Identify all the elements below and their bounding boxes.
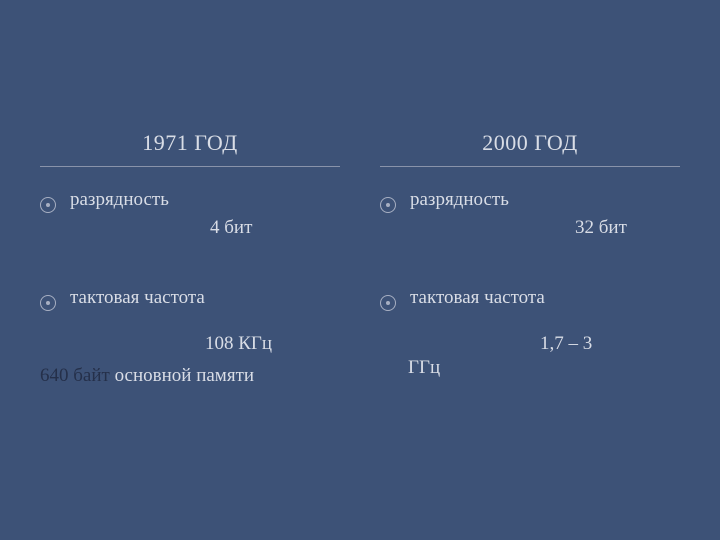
bullet-icon [380,295,396,311]
memory-bold: 640 байт [40,365,110,386]
value-clock-left: 108 КГц [40,333,340,355]
value-bitness-right: 32 бит [380,217,680,239]
memory-rest: основной памяти [110,365,254,386]
bullet-bitness-left: разрядность [40,189,340,211]
memory-line: 640 байт основной памяти [40,365,340,387]
bullet-bitness-right-label: разрядность [410,189,509,211]
spacer [40,315,340,333]
bullet-clock-left-label: тактовая частота [70,287,205,309]
value-clock-right-a: 1,7 – 3 [380,333,680,355]
bullet-bitness-right: разрядность [380,189,680,211]
bullet-clock-right-label: тактовая частота [410,287,545,309]
column-left: 1971 ГОД разрядность 4 бит тактовая част… [0,0,360,540]
slide: 1971 ГОД разрядность 4 бит тактовая част… [0,0,720,540]
bullet-clock-left: тактовая частота [40,287,340,309]
value-bitness-left: 4 бит [40,217,340,239]
heading-1971: 1971 ГОД [40,130,340,167]
bullet-bitness-left-label: разрядность [70,189,169,211]
spacer [380,315,680,333]
heading-2000: 2000 ГОД [380,130,680,167]
value-clock-right-b: ГГц [380,357,680,379]
bullet-icon [380,197,396,213]
bullet-icon [40,197,56,213]
bullet-clock-right: тактовая частота [380,287,680,309]
column-right: 2000 ГОД разрядность 32 бит тактовая час… [360,0,720,540]
bullet-icon [40,295,56,311]
